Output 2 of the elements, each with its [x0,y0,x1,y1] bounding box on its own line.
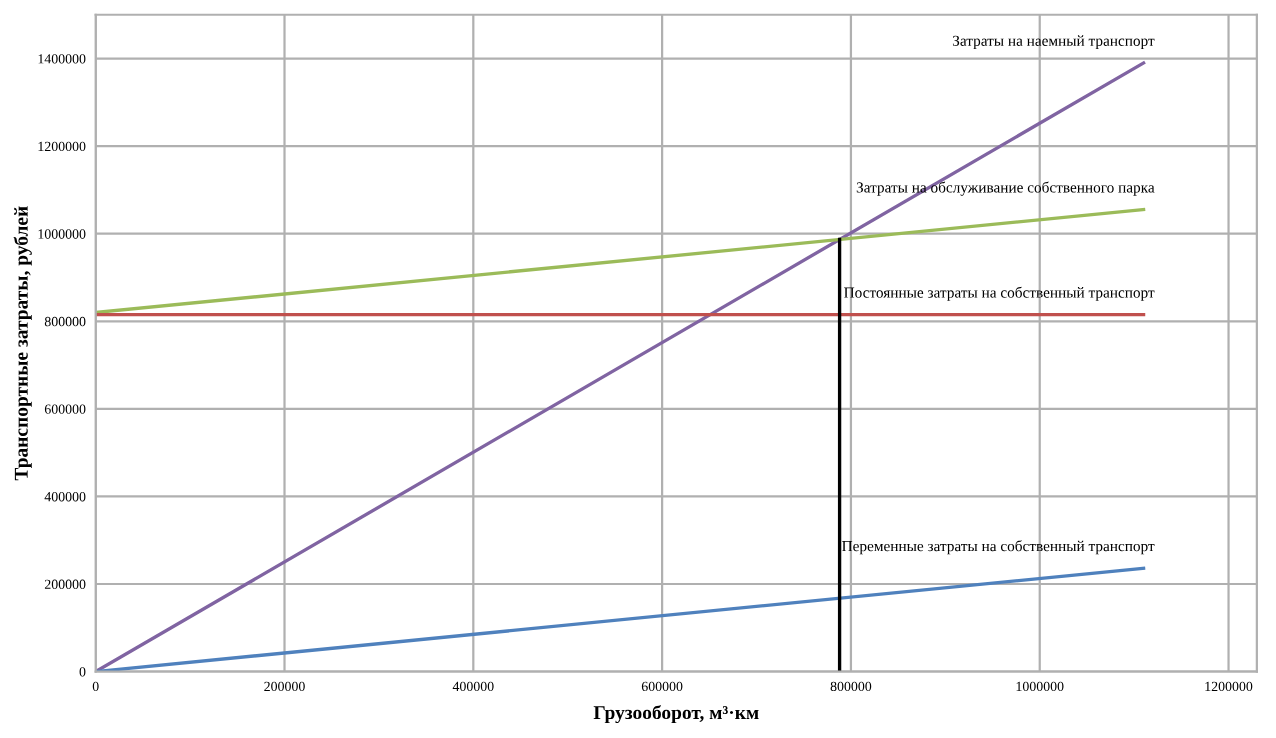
x-axis-title: Грузооборот, м³·км [593,705,759,724]
y-axis-title: Транспортные затраты, рублей [13,206,32,481]
